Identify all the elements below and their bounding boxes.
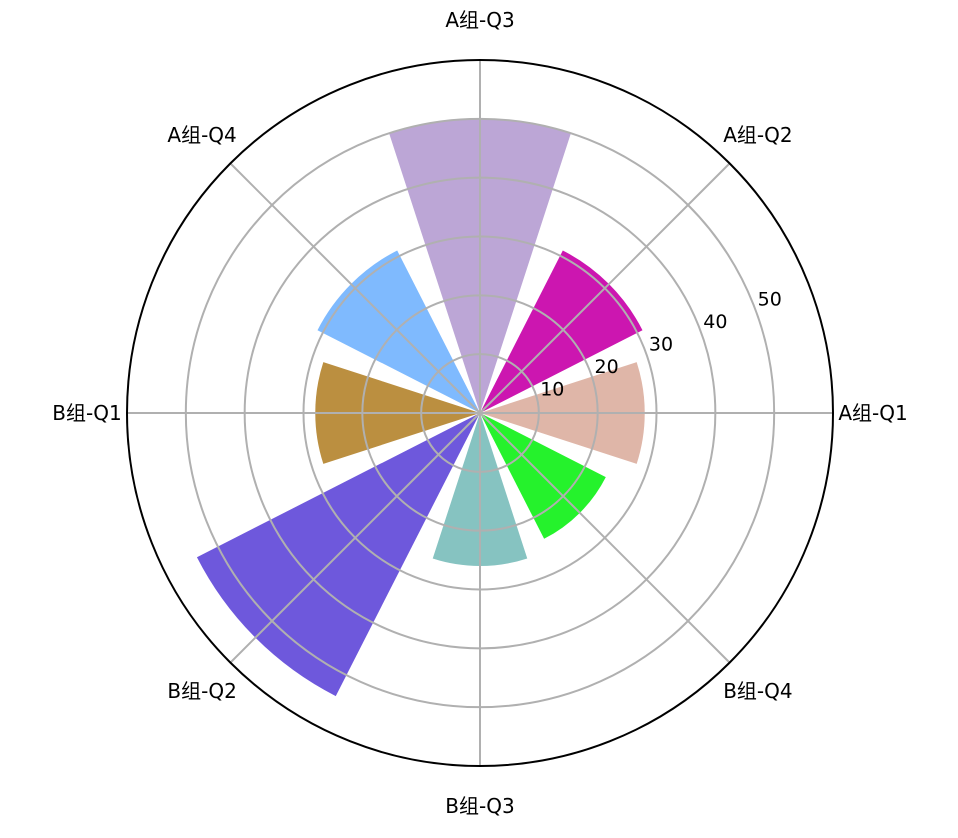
category-label: B组-Q3: [445, 794, 514, 818]
category-label: A组-Q2: [723, 123, 792, 147]
category-label: B组-Q4: [723, 679, 792, 703]
category-label: A组-Q3: [445, 8, 514, 32]
axis-layer: [126, 59, 834, 767]
radial-tick-label: 40: [703, 311, 727, 333]
radial-tick-label: 50: [758, 289, 782, 311]
radial-tick-label: 20: [595, 356, 619, 378]
radial-tick-label: 30: [649, 334, 673, 356]
category-label: B组-Q1: [52, 401, 121, 425]
grid-spoke-7: [479, 412, 731, 664]
outer-ring: [126, 59, 834, 767]
label-layer: 10 20 30 40 50 A组-Q1 A组-Q2 A组-Q3 A组-Q4 B组-Q1 B组-Q2…: [52, 8, 907, 818]
category-label: A组-Q1: [838, 401, 907, 425]
grid-spoke-1: [479, 162, 731, 414]
radial-tick-label: 10: [540, 379, 564, 401]
category-label: B组-Q2: [167, 679, 236, 703]
grid-spoke-5: [229, 412, 481, 664]
grid-spoke-3: [229, 162, 481, 414]
category-label: A组-Q4: [167, 123, 236, 147]
